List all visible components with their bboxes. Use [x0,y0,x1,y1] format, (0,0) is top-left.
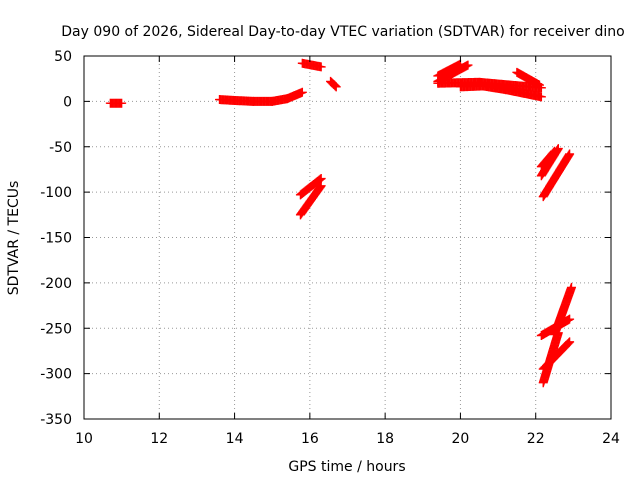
data-point-plus [117,98,127,108]
series-seg-4 [295,181,326,220]
series-seg-5 [297,58,326,72]
y-tick-label: -300 [40,367,72,383]
y-tick-label: -350 [40,412,72,428]
y-tick-labels: -350 -300 -250 -200 -150 -100 -50 0 50 [40,49,72,428]
x-axis-label: GPS time / hours [288,459,405,475]
x-tick-label: 12 [150,431,168,447]
series-seg-1 [105,98,127,108]
data-point-plus [549,147,559,157]
data-point-plus [548,148,558,158]
data-point-plus [330,80,340,90]
series-seg-10 [455,81,546,102]
data-point-plus [314,175,324,185]
x-tick-label: 10 [75,431,93,447]
x-tick-label: 22 [527,431,545,447]
data-point-plus [565,314,575,324]
y-tick-label: -150 [40,231,72,247]
x-tick-label: 24 [602,431,620,447]
data-point-plus [463,60,473,70]
series-seg-18 [538,337,575,374]
x-tick-label: 14 [226,431,244,447]
data-point-plus [553,328,563,338]
y-tick-label: -100 [40,185,72,201]
data-point-plus [565,149,575,159]
grid-lines [84,56,611,419]
data-point-plus [316,181,326,191]
data-point-plus [534,80,544,90]
x-tick-label: 18 [376,431,394,447]
data-point-plus [316,62,326,72]
plot-frame [83,55,612,420]
data-marks [105,58,576,388]
series-seg-14 [538,149,575,202]
series-seg-13 [536,146,560,172]
chart-title: Day 090 of 2026, Sidereal Day-to-day VTE… [61,24,624,40]
y-tick-label: -50 [49,140,72,156]
data-point-plus [564,338,574,348]
y-tick-label: -200 [40,276,72,292]
data-point-plus [330,81,340,91]
series-seg-8 [433,59,465,81]
axis-ticks [83,55,612,420]
data-point-plus [563,339,573,349]
x-tick-label: 16 [301,431,319,447]
y-axis-label: SDTVAR / TECUs [6,181,22,296]
x-tick-labels: 10 12 14 16 18 20 22 24 [75,431,620,447]
series-seg-6 [326,76,341,92]
series-seg-3 [295,174,326,200]
data-point-plus [297,87,307,97]
series-seg-16 [536,314,575,341]
data-point-plus [565,337,575,347]
y-tick-label: 0 [63,94,72,110]
y-tick-label: -250 [40,321,72,337]
data-point-plus [566,282,576,292]
data-point-plus [331,82,341,92]
data-point-plus [550,146,560,156]
data-point-plus [536,92,546,102]
y-tick-label: 50 [54,49,72,65]
series-seg-11 [512,67,544,90]
x-tick-label: 20 [452,431,470,447]
series-seg-2 [215,87,307,106]
